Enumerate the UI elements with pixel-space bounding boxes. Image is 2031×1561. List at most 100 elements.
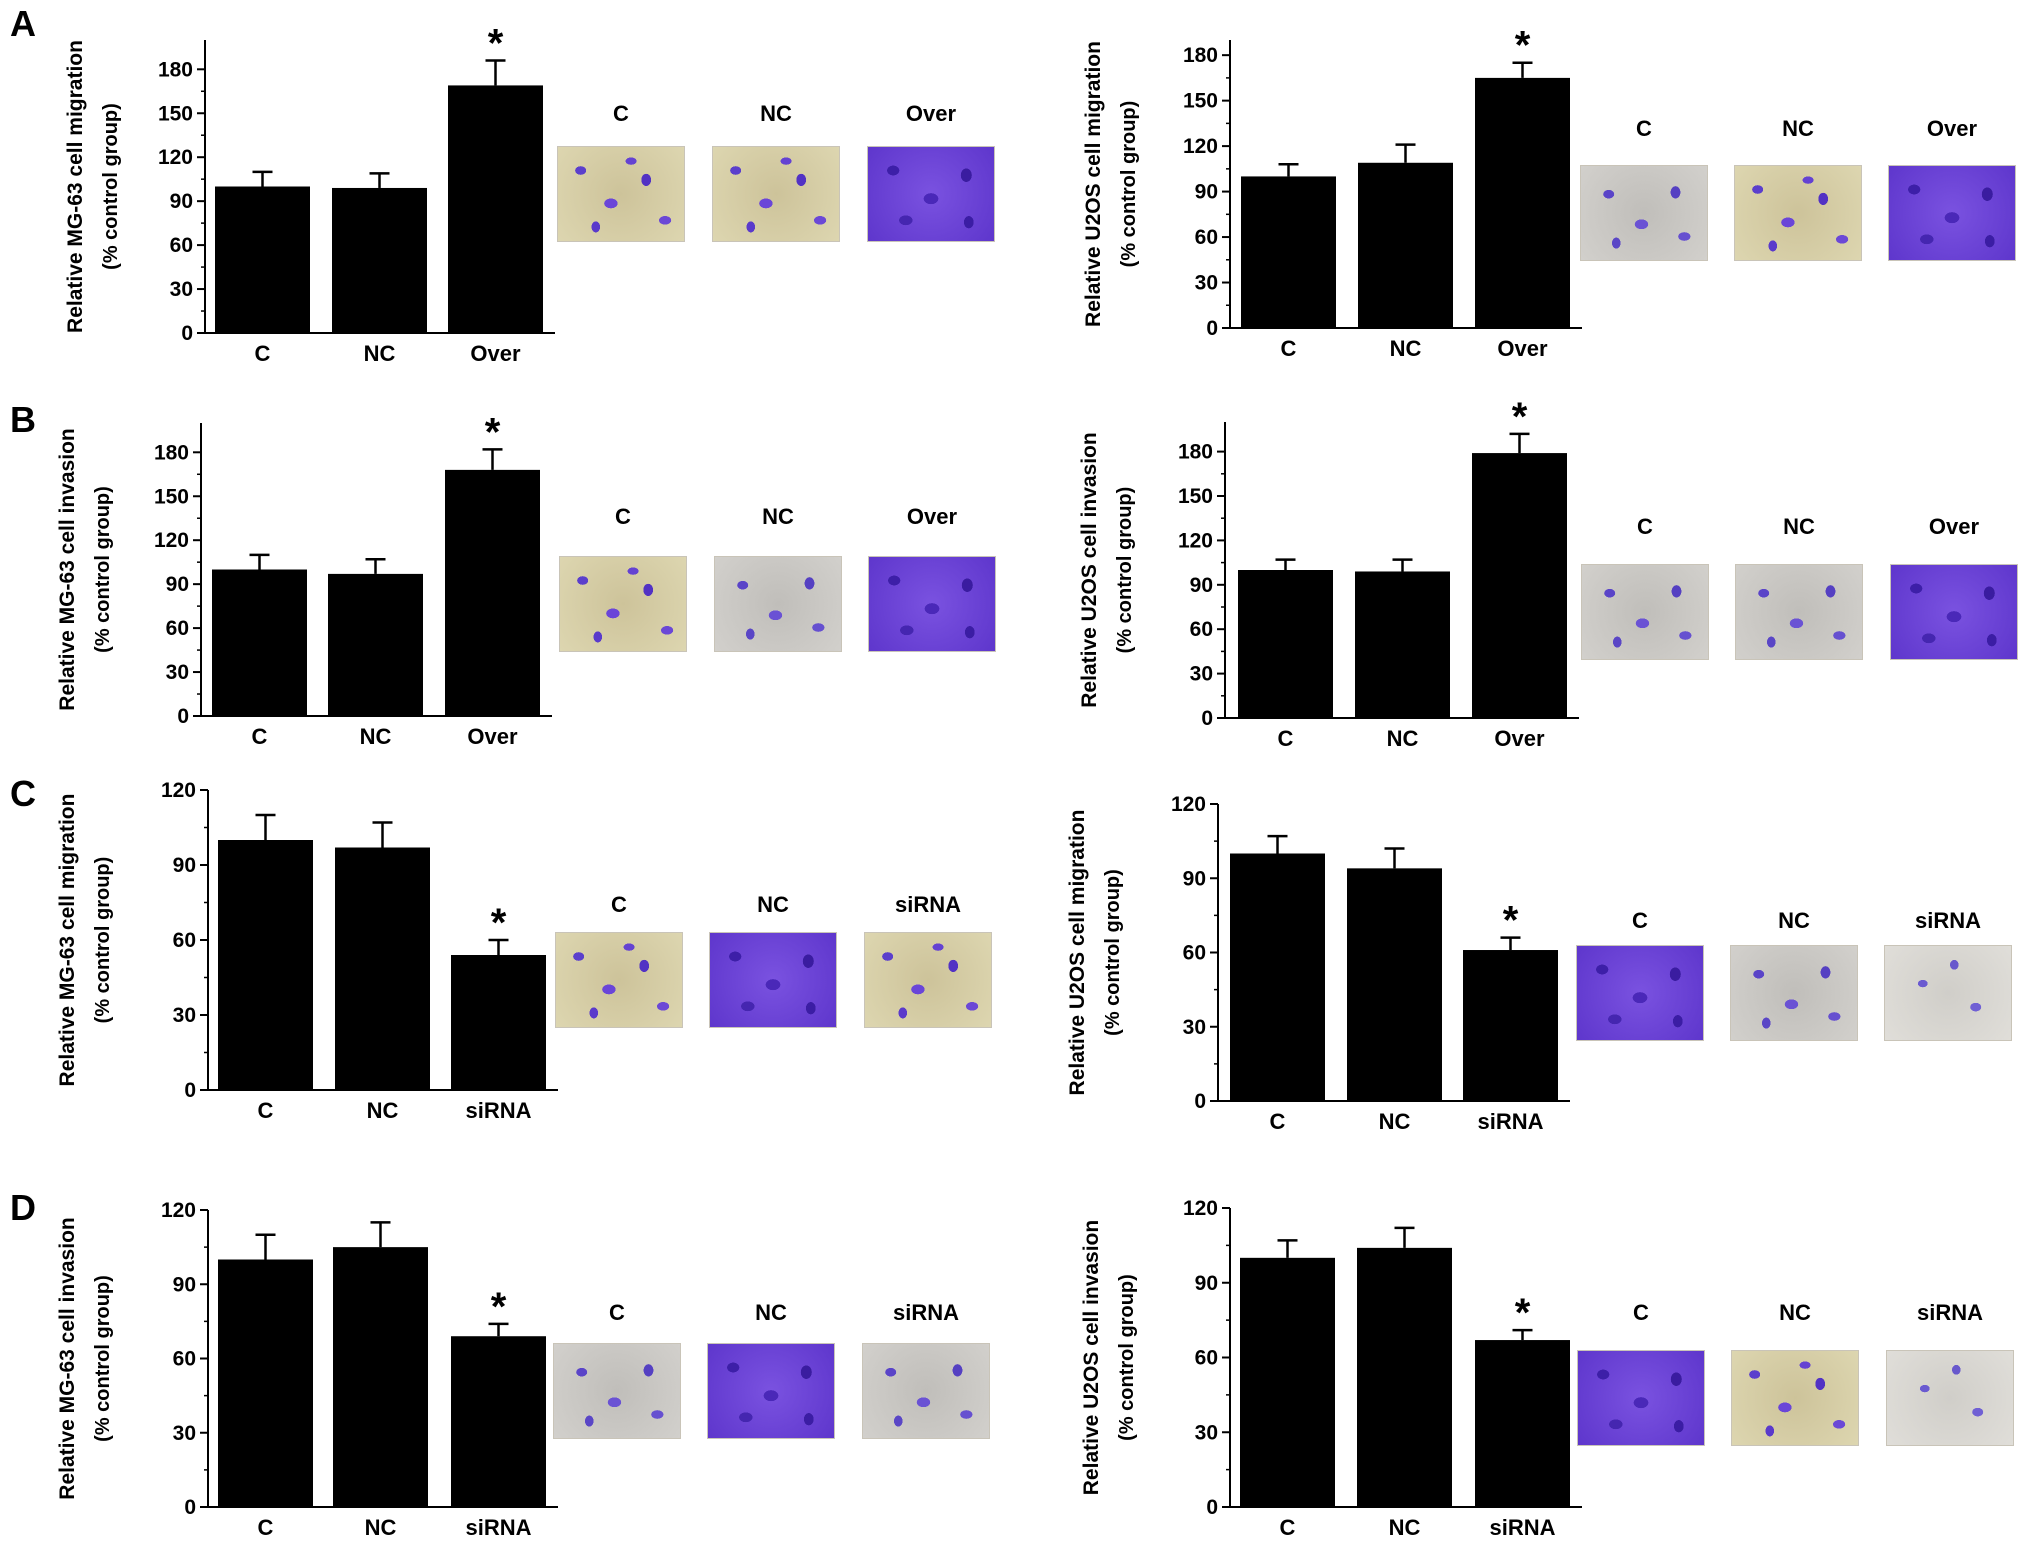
y-tick-label: 150 — [158, 102, 193, 125]
micrograph-image — [557, 146, 685, 242]
y-tick-label: 120 — [161, 779, 196, 802]
y-axis-sublabel: (% control group) — [92, 486, 114, 653]
significance-marker: * — [491, 901, 507, 945]
x-tick-label: C — [1281, 336, 1297, 361]
micrograph-image — [707, 1343, 835, 1439]
y-tick-label: 150 — [1183, 90, 1218, 113]
bar — [1463, 950, 1558, 1101]
bar — [218, 1259, 313, 1507]
y-axis-sublabel: (% control group) — [100, 103, 122, 270]
y-tick-label: 60 — [170, 234, 193, 257]
micrograph-label: C — [609, 1300, 625, 1325]
y-tick-label: 150 — [1178, 485, 1213, 508]
y-axis-label: Relative MG-63 cell migration — [56, 794, 79, 1087]
micrograph-label: NC — [1779, 1300, 1811, 1325]
y-axis-label: Relative MG-63 cell migration — [64, 40, 87, 333]
significance-marker: * — [1515, 24, 1531, 68]
y-axis-label: Relative MG-63 cell invasion — [56, 1217, 79, 1499]
micrograph-image — [864, 932, 992, 1028]
bar — [212, 569, 307, 716]
x-tick-label: C — [252, 724, 268, 749]
y-axis-sublabel: (% control group) — [1118, 101, 1140, 268]
micrograph-label: C — [1637, 514, 1653, 539]
y-tick-label: 90 — [170, 190, 193, 213]
micrograph-label: NC — [757, 892, 789, 917]
micrograph-image — [1581, 564, 1709, 660]
y-tick-label: 180 — [1178, 441, 1213, 464]
x-tick-label: NC — [365, 1515, 397, 1540]
y-tick-label: 120 — [1183, 135, 1218, 158]
micrograph-label: NC — [755, 1300, 787, 1325]
bar — [1347, 868, 1442, 1101]
y-axis-label: Relative U2OS cell migration — [1082, 41, 1105, 327]
y-tick-label: 0 — [1206, 1496, 1218, 1519]
bar — [215, 186, 310, 333]
significance-marker: * — [488, 22, 504, 66]
bar — [1475, 1340, 1570, 1507]
x-tick-label: NC — [1379, 1109, 1411, 1134]
y-tick-label: 90 — [166, 573, 189, 596]
y-tick-label: 60 — [1183, 942, 1206, 965]
micrograph-label: siRNA — [1916, 1300, 1983, 1325]
y-tick-label: 180 — [1183, 44, 1218, 67]
bar — [333, 1247, 428, 1507]
x-tick-label: Over — [467, 724, 518, 749]
bar — [328, 573, 423, 716]
y-tick-label: 30 — [1183, 1016, 1206, 1039]
micrograph-label: C — [1632, 908, 1648, 933]
micrograph-image — [1576, 945, 1704, 1041]
panel-letter-d: D — [10, 1187, 36, 1228]
bar — [218, 840, 313, 1090]
y-tick-label: 0 — [1206, 317, 1218, 340]
micrograph-image — [1735, 564, 1863, 660]
x-tick-label: NC — [1389, 1515, 1421, 1540]
micrograph-image — [1730, 945, 1858, 1041]
y-tick-label: 0 — [1201, 707, 1213, 730]
micrograph-label: C — [1636, 116, 1652, 141]
y-tick-label: 60 — [173, 929, 196, 952]
x-tick-label: siRNA — [465, 1098, 531, 1123]
bar — [451, 1336, 546, 1507]
micrograph-image — [714, 556, 842, 652]
x-tick-label: NC — [367, 1098, 399, 1123]
micrograph-label: siRNA — [892, 1300, 959, 1325]
x-tick-label: siRNA — [1489, 1515, 1555, 1540]
x-tick-label: NC — [1390, 336, 1422, 361]
y-tick-label: 90 — [173, 1273, 196, 1296]
y-tick-label: 60 — [1190, 618, 1213, 641]
y-tick-label: 180 — [158, 58, 193, 81]
y-tick-label: 120 — [1178, 529, 1213, 552]
panel-letter-b: B — [10, 399, 36, 440]
micrograph-image — [555, 932, 683, 1028]
significance-marker: * — [1515, 1291, 1531, 1335]
x-tick-label: Over — [470, 341, 521, 366]
micrograph-label: NC — [1782, 116, 1814, 141]
y-tick-label: 90 — [1195, 1272, 1218, 1295]
micrograph-image — [1731, 1350, 1859, 1446]
micrograph-label: Over — [905, 101, 957, 126]
micrograph-label: NC — [760, 101, 792, 126]
y-tick-label: 150 — [154, 485, 189, 508]
micrograph-image — [867, 146, 995, 242]
bar — [448, 85, 543, 333]
x-tick-label: Over — [1494, 726, 1545, 751]
micrograph-label: siRNA — [1914, 908, 1981, 933]
micrograph-image — [1734, 165, 1862, 261]
x-tick-label: NC — [360, 724, 392, 749]
micrograph-image — [862, 1343, 990, 1439]
significance-marker: * — [491, 1285, 507, 1329]
y-tick-label: 180 — [154, 441, 189, 464]
y-tick-label: 0 — [184, 1079, 196, 1102]
micrograph-label: NC — [1778, 908, 1810, 933]
y-tick-label: 60 — [173, 1348, 196, 1371]
micrograph-image — [553, 1343, 681, 1439]
bar — [1230, 853, 1325, 1101]
y-tick-label: 30 — [166, 661, 189, 684]
micrograph-label: Over — [1928, 514, 1980, 539]
y-tick-label: 60 — [1195, 226, 1218, 249]
y-axis-sublabel: (% control group) — [92, 857, 114, 1024]
bar — [451, 955, 546, 1090]
y-tick-label: 120 — [1183, 1197, 1218, 1220]
y-axis-sublabel: (% control group) — [1102, 869, 1124, 1036]
